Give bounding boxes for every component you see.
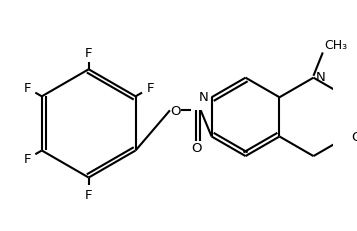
Text: F: F xyxy=(24,82,31,95)
Text: F: F xyxy=(85,188,92,201)
Text: N: N xyxy=(199,90,209,103)
Text: CH₃: CH₃ xyxy=(324,39,347,52)
Text: F: F xyxy=(24,153,31,166)
Text: F: F xyxy=(146,82,154,95)
Text: O: O xyxy=(191,142,201,155)
Text: O: O xyxy=(170,104,181,117)
Text: F: F xyxy=(85,47,92,60)
Text: N: N xyxy=(316,71,326,84)
Text: O: O xyxy=(352,131,357,143)
